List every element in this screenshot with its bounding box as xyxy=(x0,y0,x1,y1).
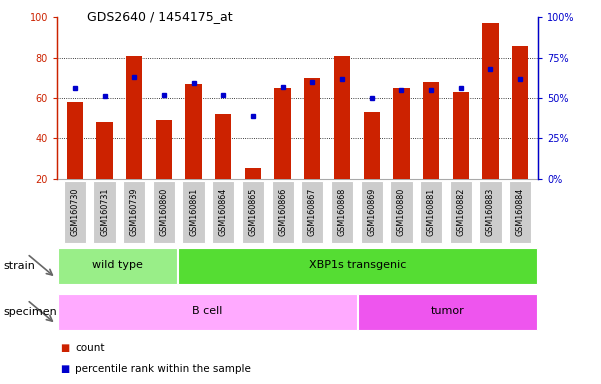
Text: percentile rank within the sample: percentile rank within the sample xyxy=(75,364,251,374)
Bar xyxy=(275,88,291,219)
Text: strain: strain xyxy=(3,261,35,271)
Bar xyxy=(245,169,261,219)
FancyBboxPatch shape xyxy=(123,180,145,243)
Text: GSM160739: GSM160739 xyxy=(130,187,139,236)
FancyBboxPatch shape xyxy=(93,180,116,243)
Text: count: count xyxy=(75,343,105,353)
Text: GSM160731: GSM160731 xyxy=(100,187,109,236)
Bar xyxy=(67,102,83,219)
Bar xyxy=(126,56,142,219)
FancyBboxPatch shape xyxy=(58,294,357,330)
Bar xyxy=(423,82,439,219)
FancyBboxPatch shape xyxy=(450,180,472,243)
Text: GSM160880: GSM160880 xyxy=(397,187,406,236)
FancyBboxPatch shape xyxy=(358,294,537,330)
FancyBboxPatch shape xyxy=(331,180,353,243)
Text: GSM160867: GSM160867 xyxy=(308,187,317,236)
Bar xyxy=(304,78,320,219)
FancyBboxPatch shape xyxy=(301,180,323,243)
Text: tumor: tumor xyxy=(431,306,465,316)
Text: GDS2640 / 1454175_at: GDS2640 / 1454175_at xyxy=(87,10,233,23)
Text: GSM160864: GSM160864 xyxy=(219,187,228,236)
Text: ■: ■ xyxy=(60,364,69,374)
Text: GSM160869: GSM160869 xyxy=(367,187,376,236)
Text: GSM160882: GSM160882 xyxy=(456,187,465,236)
FancyBboxPatch shape xyxy=(64,180,86,243)
Bar xyxy=(334,56,350,219)
Bar xyxy=(96,122,113,219)
FancyBboxPatch shape xyxy=(420,180,442,243)
Bar xyxy=(364,112,380,219)
FancyBboxPatch shape xyxy=(153,180,175,243)
Bar xyxy=(215,114,231,219)
Text: ■: ■ xyxy=(60,343,69,353)
Text: GSM160730: GSM160730 xyxy=(70,187,79,236)
FancyBboxPatch shape xyxy=(178,248,537,284)
Bar xyxy=(453,92,469,219)
FancyBboxPatch shape xyxy=(212,180,234,243)
FancyBboxPatch shape xyxy=(361,180,383,243)
FancyBboxPatch shape xyxy=(242,180,264,243)
Text: GSM160868: GSM160868 xyxy=(338,187,347,236)
FancyBboxPatch shape xyxy=(479,180,502,243)
Bar xyxy=(156,120,172,219)
Text: GSM160881: GSM160881 xyxy=(427,187,436,236)
FancyBboxPatch shape xyxy=(58,248,177,284)
Text: GSM160861: GSM160861 xyxy=(189,187,198,236)
Text: XBP1s transgenic: XBP1s transgenic xyxy=(309,260,406,270)
Bar xyxy=(186,84,202,219)
Text: GSM160866: GSM160866 xyxy=(278,187,287,236)
Text: GSM160883: GSM160883 xyxy=(486,187,495,236)
FancyBboxPatch shape xyxy=(183,180,205,243)
Text: specimen: specimen xyxy=(3,307,56,317)
Text: GSM160865: GSM160865 xyxy=(248,187,257,236)
Text: GSM160884: GSM160884 xyxy=(516,187,525,236)
Bar xyxy=(512,46,528,219)
Text: B cell: B cell xyxy=(192,306,222,316)
FancyBboxPatch shape xyxy=(390,180,412,243)
Bar xyxy=(482,23,499,219)
FancyBboxPatch shape xyxy=(509,180,531,243)
Bar xyxy=(393,88,409,219)
Text: wild type: wild type xyxy=(92,260,142,270)
Text: GSM160860: GSM160860 xyxy=(159,187,168,236)
FancyBboxPatch shape xyxy=(272,180,294,243)
